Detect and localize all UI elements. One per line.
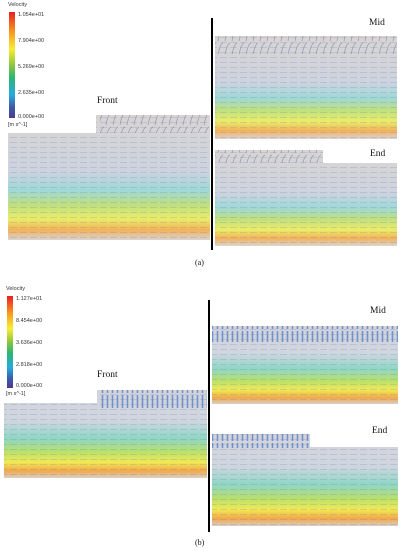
legend-title: Velocity xyxy=(8,2,27,8)
end-region-a xyxy=(215,150,397,246)
colorbar xyxy=(9,12,15,118)
mid-region-b xyxy=(212,326,398,404)
tick-label: 2.818e+00 xyxy=(16,362,43,368)
velocity-legend-b: Velocity 1.127e+01 8.454e+00 3.636e+00 2… xyxy=(6,286,66,416)
tick-label: 8.454e+00 xyxy=(16,318,43,324)
mid-label: Mid xyxy=(369,18,385,28)
velocity-legend-a: Velocity 1.054e+01 7.904e+00 5.269e+00 2… xyxy=(8,2,68,132)
tick-label: 5.269e+00 xyxy=(18,64,45,70)
end-label: End xyxy=(370,149,386,159)
tick-label: 1.127e+01 xyxy=(16,296,43,302)
figure-panel-b: Velocity 1.127e+01 8.454e+00 3.636e+00 2… xyxy=(0,282,402,550)
end-label: End xyxy=(372,426,388,436)
front-region-b xyxy=(4,390,207,478)
front-region-a xyxy=(8,115,210,240)
front-label: Front xyxy=(97,370,118,380)
legend-unit: [m s^-1] xyxy=(6,391,26,397)
velocity-field-b xyxy=(4,300,398,532)
mid-region-a xyxy=(215,36,397,139)
mid-label: Mid xyxy=(370,306,386,316)
tick-label: 0.000e+00 xyxy=(18,114,45,120)
legend-unit: [m s^-1] xyxy=(8,122,28,128)
tick-label: 0.000e+00 xyxy=(16,383,43,389)
legend-title: Velocity xyxy=(6,286,25,292)
tick-label: 7.904e+00 xyxy=(18,38,45,44)
figure-panel-a: Velocity 1.054e+01 7.904e+00 5.269e+00 2… xyxy=(0,0,402,272)
tick-label: 2.635e+00 xyxy=(18,90,45,96)
panel-caption: (b) xyxy=(195,538,205,547)
tick-label: 3.636e+00 xyxy=(16,340,43,346)
end-region-b xyxy=(212,434,398,526)
tick-label: 1.054e+01 xyxy=(18,12,45,18)
colorbar xyxy=(7,296,13,388)
velocity-field-a xyxy=(8,18,397,250)
front-label: Front xyxy=(97,96,118,106)
panel-caption: (a) xyxy=(195,258,204,267)
